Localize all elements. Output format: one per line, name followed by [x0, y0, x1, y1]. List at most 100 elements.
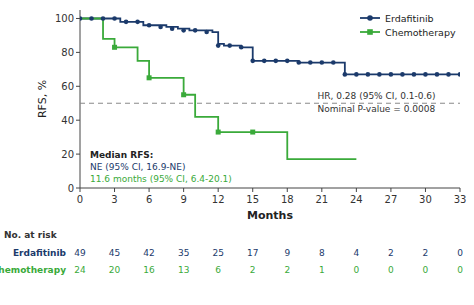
risk-count: 2 — [423, 248, 429, 258]
x-tick — [218, 188, 219, 192]
risk-row-label: Chemotherapy — [0, 265, 66, 275]
censor-marker — [320, 60, 325, 65]
x-tick-label: 15 — [246, 194, 259, 205]
legend: Erdafitinib Chemotherapy — [360, 13, 456, 38]
censor-marker — [101, 16, 106, 21]
x-tick — [252, 188, 253, 192]
x-tick-label: 24 — [350, 194, 363, 205]
risk-count: 0 — [457, 248, 463, 258]
legend-marker — [367, 29, 373, 35]
plot-area — [80, 16, 460, 159]
risk-count: 13 — [178, 265, 189, 275]
axes: 02040608010003691215182124273033RFS, %Mo… — [36, 10, 466, 222]
censor-marker — [285, 59, 290, 64]
chart: 02040608010003691215182124273033RFS, %Mo… — [0, 0, 474, 305]
censor-marker — [366, 72, 371, 77]
censor-marker — [112, 16, 117, 21]
risk-count: 0 — [423, 265, 429, 275]
x-tick — [287, 188, 288, 192]
median-annotation: 11.6 months (95% CI, 6.4-20.1) — [90, 174, 232, 184]
censor-marker — [273, 59, 278, 64]
risk-count: 1 — [319, 265, 325, 275]
risk-count: 45 — [109, 248, 120, 258]
legend-label: Chemotherapy — [385, 27, 456, 38]
x-tick-label: 30 — [419, 194, 432, 205]
risk-count: 8 — [319, 248, 325, 258]
y-tick — [76, 18, 80, 19]
censor-marker — [124, 20, 129, 25]
censor-marker — [354, 72, 359, 77]
censor-marker — [331, 60, 336, 65]
x-axis-line — [80, 188, 460, 189]
censor-marker — [158, 25, 163, 30]
x-tick — [460, 188, 461, 192]
x-tick-label: 18 — [281, 194, 294, 205]
x-tick — [80, 188, 81, 192]
risk-count: 6 — [215, 265, 221, 275]
x-tick — [321, 188, 322, 192]
risk-count: 2 — [388, 248, 394, 258]
y-tick-label: 40 — [61, 115, 74, 126]
censor-marker — [181, 92, 186, 97]
risk-count: 2 — [284, 265, 290, 275]
median-annotation: NE (95% CI, 16.9-NE) — [90, 162, 186, 172]
y-tick — [76, 86, 80, 87]
censor-marker — [389, 72, 394, 77]
x-tick — [114, 188, 115, 192]
risk-row-label: Erdafitinib — [13, 248, 67, 258]
stats-annotation: Nominal P-value = 0.0008 — [318, 104, 436, 114]
risk-count: 25 — [212, 248, 223, 258]
risk-count: 2 — [250, 265, 256, 275]
risk-count: 4 — [353, 248, 359, 258]
x-tick — [356, 188, 357, 192]
x-tick — [183, 188, 184, 192]
censor-marker — [170, 26, 175, 31]
censor-marker — [423, 72, 428, 77]
censor-marker — [89, 16, 94, 21]
risk-count: 20 — [109, 265, 121, 275]
censor-marker — [262, 59, 267, 64]
censor-marker — [458, 72, 460, 77]
censor-marker — [135, 20, 140, 25]
y-axis-label: RFS, % — [36, 80, 49, 118]
x-axis-label: Months — [247, 209, 293, 222]
y-tick — [76, 188, 80, 189]
x-tick-label: 3 — [111, 194, 117, 205]
censor-marker — [435, 72, 440, 77]
x-tick — [425, 188, 426, 192]
legend-label: Erdafitinib — [385, 13, 434, 24]
x-tick-label: 0 — [77, 194, 83, 205]
x-tick-label: 6 — [146, 194, 152, 205]
stats-annotation: HR, 0.28 (95% CI, 0.1-0.6) — [318, 91, 436, 101]
legend-marker — [367, 15, 373, 21]
x-tick — [149, 188, 150, 192]
y-tick-label: 0 — [68, 183, 74, 194]
risk-count: 16 — [143, 265, 155, 275]
risk-count: 49 — [74, 248, 86, 258]
risk-count: 17 — [247, 248, 258, 258]
censor-marker — [147, 23, 152, 28]
censor-marker — [296, 60, 301, 65]
censor-marker — [343, 72, 348, 77]
censor-marker — [181, 28, 186, 33]
risk-count: 0 — [388, 265, 394, 275]
annotations: HR, 0.28 (95% CI, 0.1-0.6) Nominal P-valu… — [90, 91, 436, 184]
censor-marker — [400, 72, 405, 77]
x-tick-label: 33 — [454, 194, 467, 205]
censor-marker — [446, 72, 451, 77]
survival-curve — [80, 18, 356, 159]
y-tick — [76, 52, 80, 53]
y-tick-label: 100 — [55, 13, 74, 24]
censor-marker — [216, 43, 221, 48]
risk-table-title: No. at risk — [4, 230, 58, 240]
censor-marker — [308, 60, 313, 65]
censor-marker — [239, 45, 244, 50]
x-tick-label: 9 — [180, 194, 186, 205]
censor-marker — [112, 45, 117, 50]
risk-count: 0 — [457, 265, 463, 275]
censor-marker — [377, 72, 382, 77]
y-tick — [76, 154, 80, 155]
censor-marker — [204, 30, 209, 35]
x-tick-label: 21 — [315, 194, 328, 205]
y-tick — [76, 120, 80, 121]
